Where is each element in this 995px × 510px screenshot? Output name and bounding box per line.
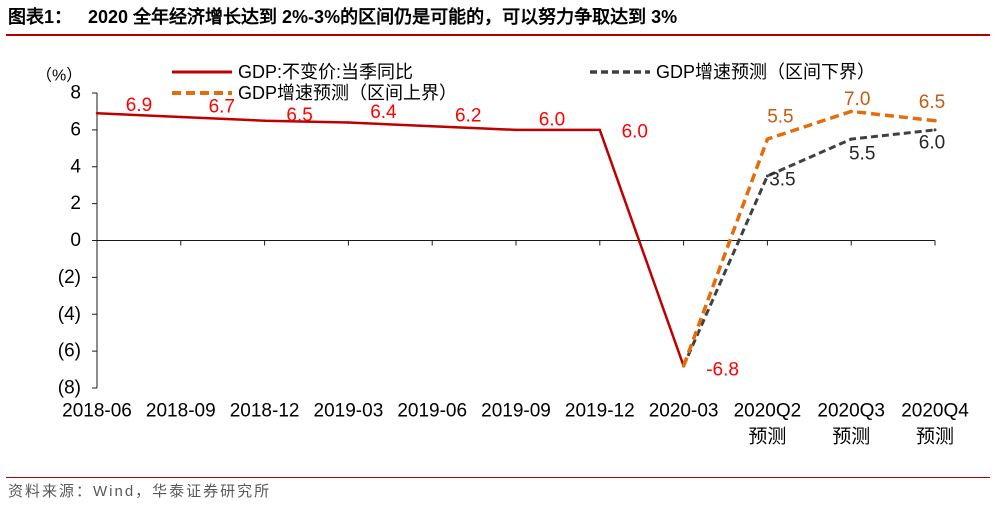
- x-tick-label: 2020-03: [649, 401, 719, 422]
- y-tick-label: 6: [70, 119, 81, 140]
- gdp-actual-point: [179, 115, 183, 119]
- gdp-forecast-upper-point: [849, 109, 853, 114]
- x-tick-label: 2020Q2: [734, 401, 802, 422]
- legend-label: GDP增速预测（区间下界）: [656, 62, 875, 82]
- legend: GDP:不变价:当季同比 GDP增速预测（区间下界） GDP增速预测（区间上界）: [172, 62, 875, 103]
- figure-number-label: 图表1：: [8, 7, 73, 27]
- gdp-actual-point: [430, 124, 434, 128]
- source-rule: [6, 477, 990, 478]
- gdp-actual-point: [263, 119, 266, 122]
- gdp-line-chart: （%） 8 6 4 2 0 (2) (4) (6) (8)2018-06 2018-09 2018-…: [36, 62, 969, 448]
- gdp-forecast-lower-data-label: 5.5: [849, 144, 875, 165]
- gdp-actual-data-label: -6.8: [706, 359, 739, 380]
- gdp-forecast-upper-data-label: 6.5: [919, 92, 945, 113]
- x-tick-label: 2018-06: [62, 401, 132, 422]
- gdp-actual-data-label: 6.4: [370, 102, 397, 123]
- gdp-forecast-lower-data-label: 3.5: [769, 169, 795, 190]
- gdp-forecast-lower-point: [765, 174, 769, 178]
- y-tick-label: (2): [58, 267, 81, 288]
- gdp-forecast-lower-data-label: 6.0: [919, 132, 945, 153]
- data-labels: 6.9 6.7 6.5 6.4 6.2 6.0 6.0 -6.8 3.5 5.5 6.0 5.5 7.0…: [126, 89, 945, 380]
- x-tick-note: 预测: [832, 426, 870, 448]
- gdp-forecast-upper-data-label: 5.5: [767, 107, 793, 128]
- x-tick-label: 2019-06: [397, 401, 467, 422]
- x-tick-note: 预测: [916, 426, 954, 448]
- y-tick-label: (8): [58, 378, 81, 399]
- gdp-forecast-upper-point: [933, 118, 937, 123]
- y-tick-label: (4): [58, 304, 81, 325]
- gdp-actual-point: [95, 112, 99, 115]
- chart-title: 2020 全年经济增长达到 2%-3%的区间仍是可能的，可以努力争取达到 3%: [88, 7, 678, 27]
- x-tick-label: 2018-09: [146, 401, 216, 422]
- y-tick-label: 8: [70, 83, 81, 104]
- gdp-actual-data-label: 6.9: [126, 95, 152, 116]
- gdp-actual-data-label: 6.5: [286, 105, 312, 126]
- gdp-forecast-lower-line: [682, 128, 936, 367]
- series: [95, 109, 937, 368]
- gdp-forecast-upper-line: [681, 109, 936, 367]
- y-tick-label: (6): [58, 341, 81, 362]
- legend-item-gdp-forecast-upper: GDP增速预测（区间上界）: [172, 83, 457, 103]
- source-note: 资料来源：Wind，华泰证券研究所: [8, 483, 272, 500]
- figure-title-row: 图表1： 2020 全年经济增长达到 2%-3%的区间仍是可能的，可以努力争取达到…: [8, 6, 677, 28]
- title-rule: [6, 34, 990, 36]
- gdp-actual-data-label: 6.2: [455, 106, 481, 127]
- gdp-actual-data-label: 6.0: [539, 109, 565, 130]
- y-tick-label: 4: [70, 156, 81, 177]
- x-tick-label: 2019-03: [314, 401, 384, 422]
- series-gdp-actual: [95, 112, 685, 368]
- gdp-forecast-upper-point: [765, 137, 770, 141]
- series-gdp-forecast-lower: [682, 128, 937, 368]
- y-axis-unit-label: （%）: [36, 67, 82, 85]
- legend-label: GDP增速预测（区间上界）: [238, 83, 457, 103]
- gdp-forecast-lower-point: [849, 137, 853, 141]
- gdp-actual-point: [347, 121, 350, 124]
- x-tick-label: 2019-12: [565, 401, 635, 422]
- x-tick-label: 2020Q4: [901, 401, 969, 422]
- gdp-actual-data-label: 6.0: [622, 121, 648, 142]
- gdp-actual-point: [598, 128, 602, 132]
- legend-label: GDP:不变价:当季同比: [238, 62, 413, 82]
- gdp-forecast-upper-point: [681, 364, 686, 368]
- legend-item-gdp-forecast-lower: GDP增速预测（区间下界）: [590, 62, 875, 82]
- x-tick-label: 2020Q3: [817, 401, 885, 422]
- x-tick-label: 2019-09: [481, 401, 551, 422]
- gdp-actual-data-label: 6.7: [209, 96, 235, 117]
- gdp-forecast-lower-point: [933, 128, 937, 132]
- gdp-actual-point: [514, 128, 518, 132]
- x-tick-label: 2018-12: [230, 401, 300, 422]
- y-tick-label: 0: [70, 230, 81, 251]
- series-gdp-forecast-upper: [681, 109, 937, 368]
- gdp-actual-line: [96, 112, 685, 367]
- y-tick-label: 2: [70, 193, 81, 214]
- x-tick-note: 预测: [748, 426, 786, 448]
- gdp-forecast-upper-data-label: 7.0: [844, 89, 870, 110]
- legend-item-gdp-actual: GDP:不变价:当季同比: [172, 62, 413, 82]
- axes: 8 6 4 2 0 (2) (4) (6) (8)2018-06 2018-09 2018-12 20…: [58, 83, 969, 448]
